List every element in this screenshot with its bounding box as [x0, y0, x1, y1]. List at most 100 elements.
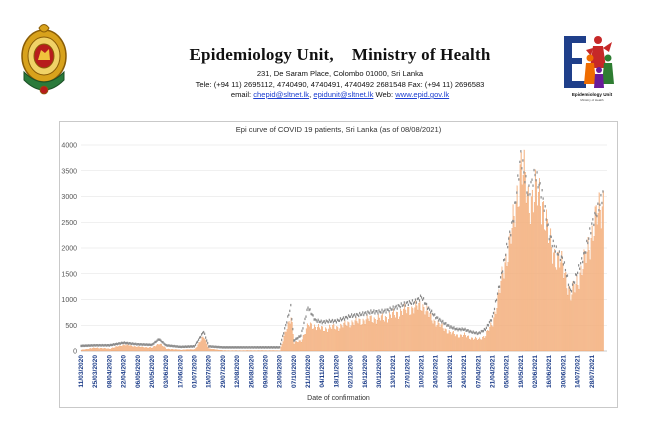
bar: [340, 323, 342, 352]
website-link[interactable]: www.epid.gov.lk: [395, 90, 450, 99]
bar: [586, 251, 588, 352]
marker-point: [297, 336, 299, 340]
marker-point: [386, 308, 388, 311]
bar: [135, 346, 137, 352]
y-tick-label: 4000: [61, 143, 77, 150]
bar: [179, 349, 181, 352]
bar: [84, 349, 86, 352]
marker-point: [294, 339, 296, 342]
marker-point: [148, 343, 150, 346]
marker-point: [259, 346, 261, 349]
bar: [152, 346, 154, 352]
x-tick-label: 10/03/2021: [447, 355, 454, 388]
bar: [377, 314, 379, 352]
bar: [450, 334, 452, 352]
bar: [510, 243, 512, 352]
bar: [130, 345, 132, 352]
bar: [289, 323, 291, 352]
marker-point: [96, 344, 98, 347]
bar: [262, 350, 264, 352]
bar: [157, 344, 159, 352]
bar: [147, 347, 149, 352]
bar: [139, 347, 141, 352]
bar: [359, 318, 361, 352]
marker-point: [171, 344, 173, 348]
marker-point: [211, 345, 213, 348]
marker-point: [523, 171, 525, 174]
bar: [530, 196, 532, 352]
marker-point: [511, 221, 513, 224]
marker-point: [242, 346, 244, 349]
bar: [561, 251, 563, 352]
marker-point: [333, 319, 335, 322]
marker-point: [103, 344, 105, 347]
marker-point: [395, 304, 397, 308]
marker-point: [244, 346, 246, 349]
bar: [248, 350, 250, 352]
bar: [414, 307, 416, 352]
epi-curve-chart: 0 500 1000 1500 2000 2500 3000 3500 4000 11/03/20…: [61, 143, 607, 388]
marker-point: [292, 327, 294, 331]
bar: [588, 250, 590, 352]
marker-point: [281, 338, 283, 342]
bar: [431, 320, 433, 352]
bar: [564, 273, 566, 352]
bar: [285, 331, 287, 352]
marker-point: [474, 331, 476, 335]
bar: [307, 325, 309, 352]
bar: [261, 350, 263, 352]
marker-point: [207, 341, 209, 345]
logo-caption: Epidemiology Unit: [571, 92, 613, 97]
bar: [122, 345, 124, 352]
bar: [469, 338, 470, 352]
marker-point: [307, 306, 309, 309]
marker-point: [504, 258, 506, 261]
marker-point: [149, 343, 151, 346]
bar: [199, 342, 201, 352]
marker-point: [498, 285, 501, 288]
bar: [480, 339, 482, 352]
bar: [559, 267, 561, 352]
bar: [402, 315, 404, 352]
bar: [533, 202, 535, 352]
marker-point: [83, 344, 85, 348]
bar: [96, 347, 98, 352]
marker-point: [371, 311, 373, 315]
marker-point: [549, 235, 551, 238]
marker-point: [144, 343, 146, 346]
marker-point: [291, 318, 293, 321]
bar: [584, 251, 586, 352]
marker-point: [178, 345, 180, 348]
email-link-chepid[interactable]: chepid@sltnet.lk: [253, 90, 310, 99]
marker-point: [489, 319, 492, 322]
bar: [567, 294, 569, 352]
bar: [355, 316, 357, 352]
marker-point: [588, 237, 590, 240]
marker-point: [592, 218, 594, 221]
marker-point: [508, 237, 510, 240]
marker-point: [156, 339, 158, 342]
marker-point: [245, 346, 247, 349]
marker-point: [418, 299, 421, 302]
email-link-epidunit[interactable]: epidunit@sltnet.lk: [313, 90, 374, 99]
marker-point: [586, 239, 588, 243]
marker-point: [162, 341, 164, 344]
bar: [514, 227, 516, 352]
bar: [462, 335, 464, 352]
marker-point: [517, 174, 519, 177]
marker-point: [376, 310, 378, 313]
bar: [156, 344, 158, 352]
bar: [427, 311, 429, 352]
bar: [160, 344, 162, 352]
bar: [335, 329, 337, 352]
bar: [474, 338, 476, 352]
marker-point: [405, 301, 407, 305]
bar: [166, 349, 167, 352]
bar: [144, 347, 146, 352]
bar: [394, 315, 395, 352]
bar: [483, 336, 485, 352]
bar: [323, 331, 325, 352]
marker-point: [132, 342, 134, 345]
marker-point: [455, 327, 457, 331]
marker-point: [420, 296, 423, 299]
